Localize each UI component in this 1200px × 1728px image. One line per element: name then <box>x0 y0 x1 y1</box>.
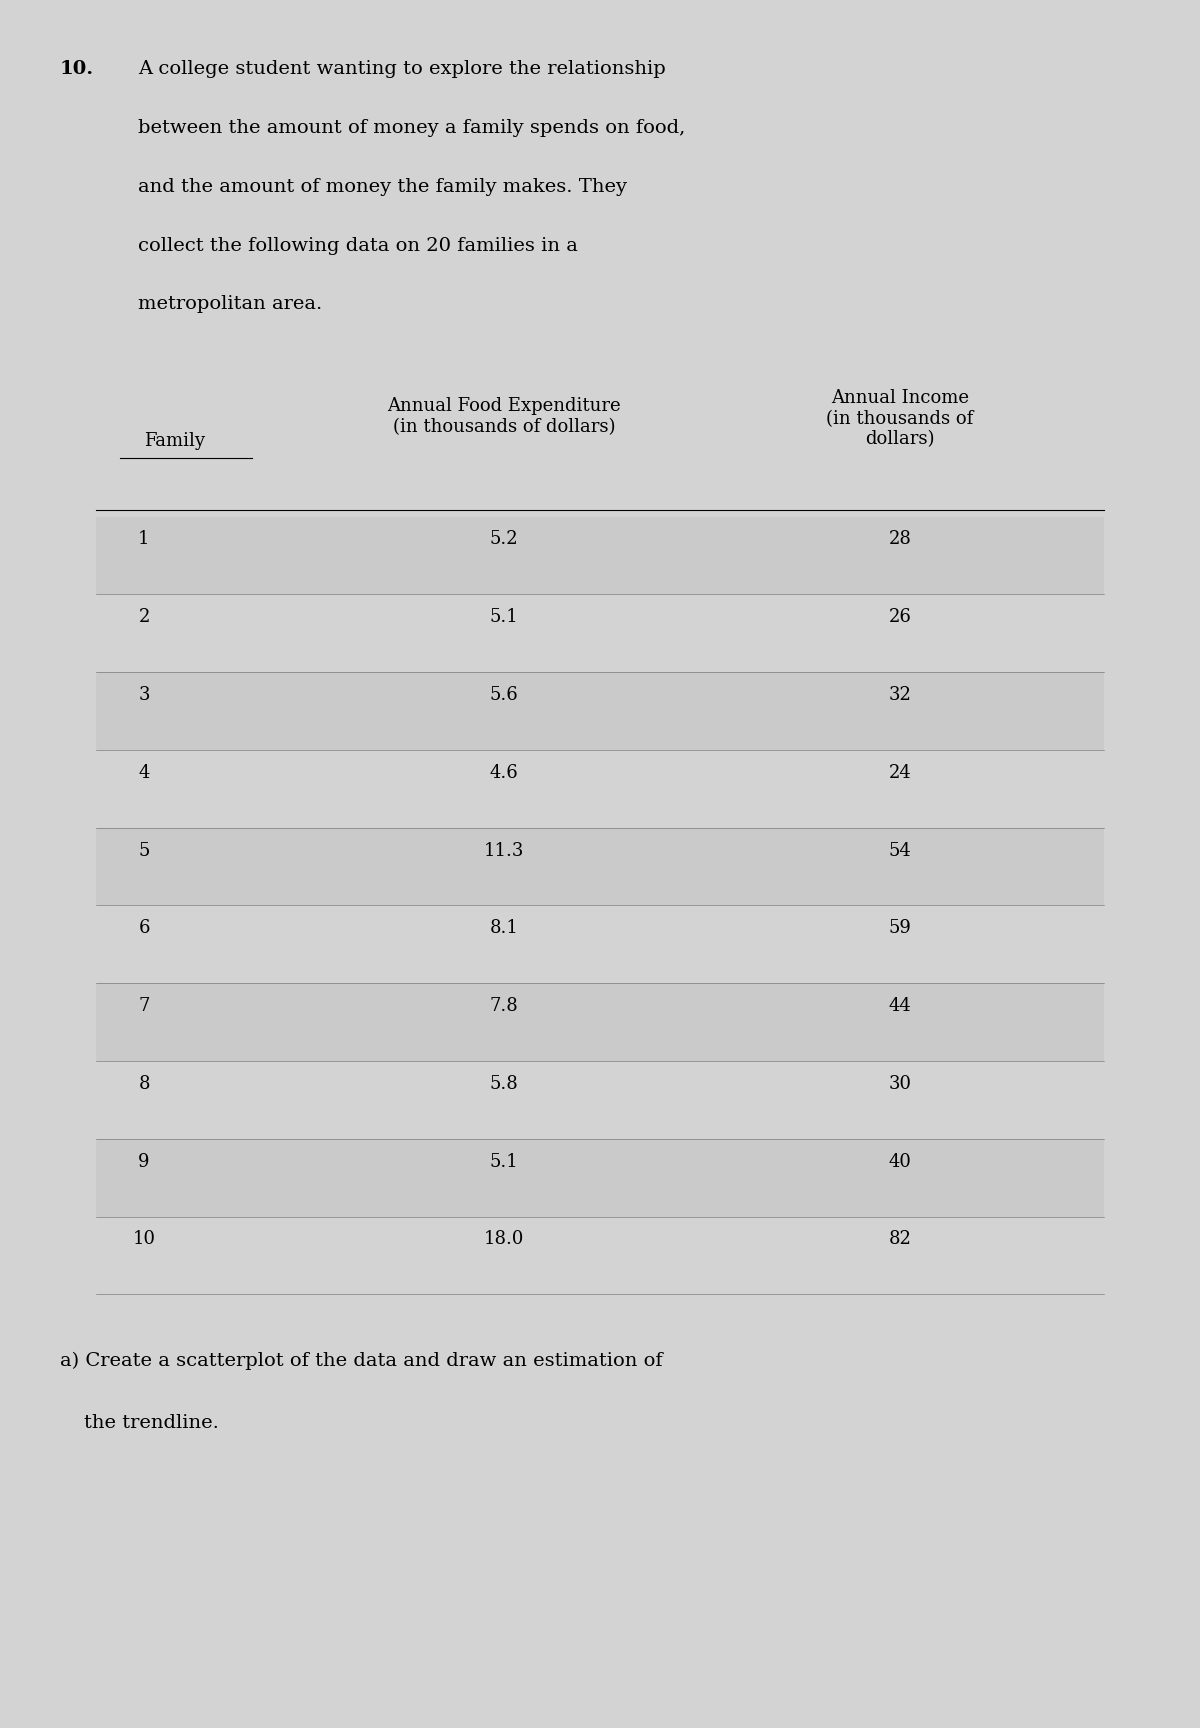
Text: 8: 8 <box>138 1075 150 1092</box>
Text: 5.1: 5.1 <box>490 608 518 626</box>
Bar <box>96 1139 1104 1217</box>
Text: 32: 32 <box>888 686 912 703</box>
Text: 5.1: 5.1 <box>490 1153 518 1170</box>
Text: 30: 30 <box>888 1075 912 1092</box>
Text: 40: 40 <box>888 1153 912 1170</box>
Text: 5.6: 5.6 <box>490 686 518 703</box>
Text: 10.: 10. <box>60 60 94 78</box>
Text: metropolitan area.: metropolitan area. <box>138 295 323 313</box>
Text: 7: 7 <box>138 997 150 1014</box>
Text: 11.3: 11.3 <box>484 842 524 859</box>
Text: 10: 10 <box>132 1230 156 1248</box>
Text: 4.6: 4.6 <box>490 764 518 781</box>
Text: Annual Income
(in thousands of
dollars): Annual Income (in thousands of dollars) <box>827 389 973 448</box>
Bar <box>96 517 1104 594</box>
Text: 8.1: 8.1 <box>490 919 518 937</box>
Text: Annual Food Expenditure
(in thousands of dollars): Annual Food Expenditure (in thousands of… <box>388 397 620 435</box>
Text: 5.8: 5.8 <box>490 1075 518 1092</box>
Text: and the amount of money the family makes. They: and the amount of money the family makes… <box>138 178 628 195</box>
Text: 44: 44 <box>889 997 911 1014</box>
Text: the trendline.: the trendline. <box>84 1414 218 1431</box>
Text: 7.8: 7.8 <box>490 997 518 1014</box>
Text: Family: Family <box>144 432 205 449</box>
Bar <box>96 828 1104 905</box>
Bar <box>96 672 1104 750</box>
Text: 59: 59 <box>888 919 912 937</box>
Text: 18.0: 18.0 <box>484 1230 524 1248</box>
Text: collect the following data on 20 families in a: collect the following data on 20 familie… <box>138 237 578 254</box>
Bar <box>96 983 1104 1061</box>
Text: 6: 6 <box>138 919 150 937</box>
Text: 4: 4 <box>138 764 150 781</box>
Text: 3: 3 <box>138 686 150 703</box>
Text: 82: 82 <box>888 1230 912 1248</box>
Text: 2: 2 <box>138 608 150 626</box>
Text: 54: 54 <box>889 842 911 859</box>
Text: 9: 9 <box>138 1153 150 1170</box>
Text: a) Create a scatterplot of the data and draw an estimation of: a) Create a scatterplot of the data and … <box>60 1351 662 1370</box>
Text: between the amount of money a family spends on food,: between the amount of money a family spe… <box>138 119 685 137</box>
Text: A college student wanting to explore the relationship: A college student wanting to explore the… <box>138 60 666 78</box>
Text: 1: 1 <box>138 530 150 548</box>
Text: 24: 24 <box>889 764 911 781</box>
Text: 5: 5 <box>138 842 150 859</box>
Text: 28: 28 <box>888 530 912 548</box>
Text: 5.2: 5.2 <box>490 530 518 548</box>
Text: 26: 26 <box>888 608 912 626</box>
